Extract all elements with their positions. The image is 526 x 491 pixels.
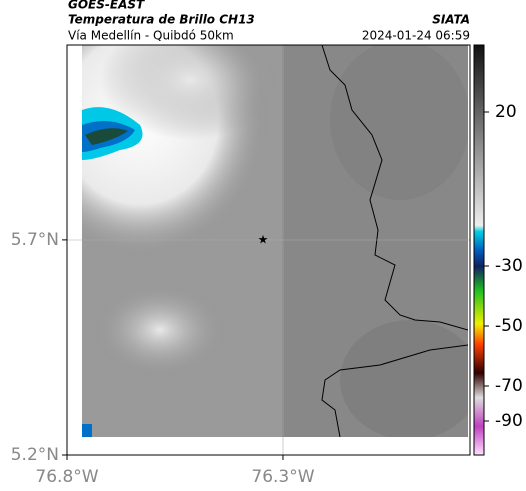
colorbar-tick-label: -50: [495, 316, 523, 336]
colorbar-tick-label: 20: [495, 102, 517, 122]
colorbar-tick-label: -70: [495, 376, 523, 396]
axes: 5.7°N 5.2°N76.8°W 76.3°W 20 -30 -50 -70 -90: [11, 102, 523, 487]
product: Temperatura de Brillo CH13: [68, 13, 255, 27]
colorbar-tick-label: -90: [495, 411, 523, 431]
map-frame: [66, 44, 471, 456]
agency: SIATA: [432, 13, 470, 27]
source: GOES-EAST: [68, 0, 145, 12]
border-line: [321, 45, 468, 437]
colorbar-tick-label: -30: [495, 256, 523, 276]
satellite-image: [82, 45, 468, 437]
region: Vía Medellín - Quibdó 50km: [68, 29, 234, 43]
header: GOES-EAST Temperatura de Brillo CH13 Vía…: [68, 0, 470, 43]
location-marker: ★: [258, 233, 269, 247]
lon-tick-label: 76.8°W: [35, 467, 98, 487]
lat-tick-label: 5.7°N: [11, 230, 59, 250]
colorbar: [473, 44, 485, 456]
lat-tick-label: 5.2°N: [11, 445, 59, 465]
lon-tick-label: 76.3°W: [251, 467, 314, 487]
datetime: 2024-01-24 06:59: [362, 29, 470, 43]
